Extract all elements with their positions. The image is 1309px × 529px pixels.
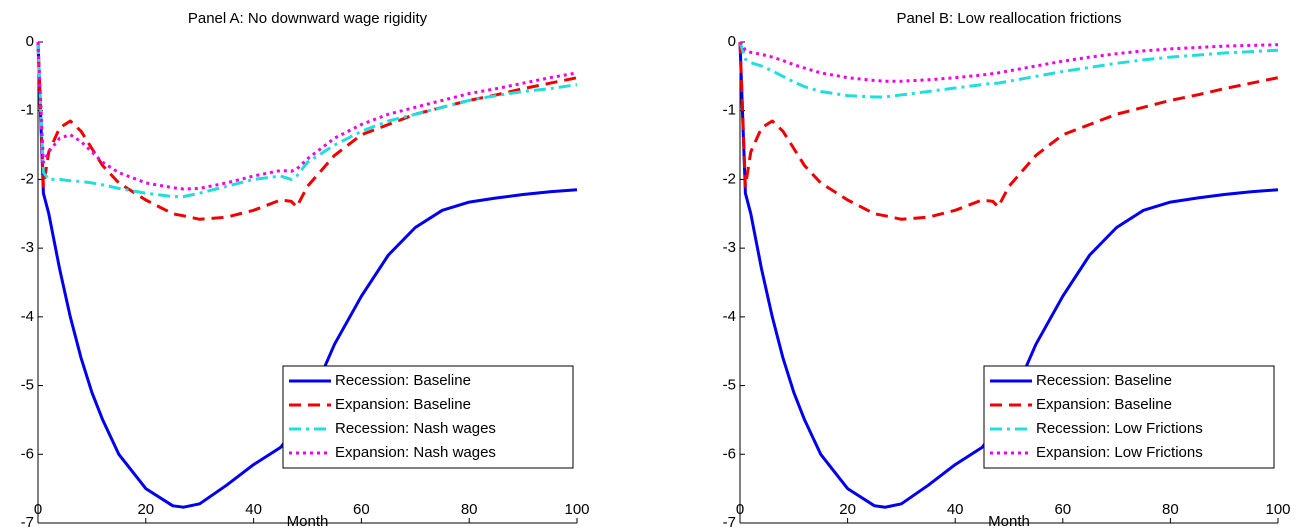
panel-title: Panel A: No downward wage rigidity: [188, 10, 428, 27]
y-tick-label: -1: [723, 102, 736, 119]
series-line: [36, 41, 578, 191]
x-axis-label: Month: [988, 513, 1030, 529]
legend-label: Expansion: Nash wages: [335, 444, 496, 461]
legend-label: Recession: Nash wages: [335, 420, 496, 437]
x-tick-label: 100: [1265, 501, 1290, 518]
x-tick-label: 100: [564, 501, 589, 518]
legend-label: Recession: Baseline: [335, 372, 471, 389]
y-tick-label: -1: [21, 102, 34, 119]
series-line: [738, 41, 1279, 509]
y-tick-label: -4: [723, 308, 736, 325]
series-line: [738, 41, 1279, 99]
y-tick-label: -2: [723, 170, 736, 187]
y-tick-label: 0: [26, 33, 34, 50]
x-tick-label: 40: [947, 501, 964, 518]
y-tick-label: -6: [723, 445, 736, 462]
series-line: [36, 41, 578, 221]
y-tick-label: -5: [723, 377, 736, 394]
legend-box: [282, 365, 574, 469]
x-tick-label: 60: [353, 501, 370, 518]
y-tick-label: -3: [723, 239, 736, 256]
y-tick-label: -7: [21, 514, 34, 529]
x-tick-label: 0: [34, 501, 42, 518]
x-tick-label: 20: [137, 501, 154, 518]
legend-label: Expansion: Baseline: [335, 396, 471, 413]
legend-box: [983, 365, 1275, 469]
y-tick-label: -6: [21, 445, 34, 462]
legend-label: Expansion: Low Frictions: [1036, 444, 1203, 461]
x-tick-label: 40: [245, 501, 262, 518]
x-tick-label: 80: [461, 501, 478, 518]
y-tick-label: -7: [723, 514, 736, 529]
panel-title: Panel B: Low reallocation frictions: [896, 10, 1121, 27]
x-tick-label: 60: [1054, 501, 1071, 518]
series-line: [36, 41, 578, 199]
x-axis-label: Month: [287, 513, 329, 529]
series-line: [36, 41, 578, 509]
legend-label: Expansion: Baseline: [1036, 396, 1172, 413]
y-tick-label: 0: [728, 33, 736, 50]
panel: Panel A: No downward wage rigidity 0 -1 -2 -…: [21, 10, 590, 529]
x-tick-label: 0: [736, 501, 744, 518]
series-line: [738, 41, 1279, 221]
y-tick-label: -2: [21, 170, 34, 187]
series-line: [738, 41, 1279, 83]
panel: Panel B: Low reallocation frictions 0 -1 -2…: [723, 10, 1291, 529]
y-tick-label: -5: [21, 377, 34, 394]
x-tick-label: 20: [839, 501, 856, 518]
y-tick-label: -4: [21, 308, 34, 325]
legend-label: Recession: Baseline: [1036, 372, 1172, 389]
x-tick-label: 80: [1162, 501, 1179, 518]
legend-label: Recession: Low Frictions: [1036, 420, 1203, 437]
y-tick-label: -3: [21, 239, 34, 256]
